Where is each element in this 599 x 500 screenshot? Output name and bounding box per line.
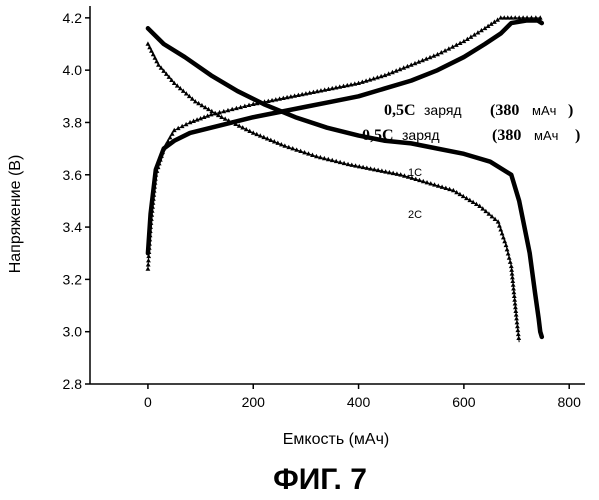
figure-label: ФИГ. 7 <box>273 463 367 496</box>
y-axis-title: Напряжение (В) <box>7 155 24 274</box>
charge-2-rate: 0,5C <box>362 127 394 144</box>
series-charge-upper <box>146 15 543 270</box>
series-discharge-1c <box>148 28 542 337</box>
series-marker <box>515 324 520 328</box>
series-discharge-2c <box>146 41 522 342</box>
series-marker <box>501 235 506 239</box>
y-tick-label: 3.2 <box>63 271 83 287</box>
label-2c: 2C <box>408 209 422 221</box>
series-marker <box>498 227 503 231</box>
series-marker <box>515 328 520 332</box>
series-line <box>148 18 542 269</box>
series-charge-lower <box>148 20 542 253</box>
charge-annotation-1: 0,5C заряд (380 мАч ) <box>384 102 573 119</box>
x-tick-label: 0 <box>144 394 152 410</box>
charge-2-word: заряд <box>402 127 440 143</box>
series-marker <box>509 264 514 268</box>
charge-1-close: ) <box>568 102 573 119</box>
plot-frame <box>90 6 585 384</box>
series-marker <box>516 336 521 340</box>
charge-1-word: заряд <box>424 102 462 118</box>
series-marker <box>502 239 507 243</box>
y-tick-label: 3.6 <box>63 167 83 183</box>
x-tick-label: 200 <box>242 394 266 410</box>
series-marker <box>507 255 512 259</box>
charge-1-capacity: (380 <box>490 102 519 119</box>
charge-1-unit: мАч <box>532 103 556 118</box>
series-marker <box>506 251 511 255</box>
y-tick-label: 3.8 <box>63 114 83 130</box>
series-layer <box>146 15 543 342</box>
series-marker <box>497 223 502 227</box>
series-marker <box>504 243 509 247</box>
series-marker <box>515 320 520 324</box>
series-marker <box>500 231 505 235</box>
series-line <box>148 20 542 253</box>
series-marker <box>516 332 521 336</box>
charge-2-capacity: (380 <box>492 127 521 144</box>
y-tick-label: 2.8 <box>63 376 83 392</box>
series-line <box>148 28 542 337</box>
x-axis-ticks: 0 200 400 600 800 <box>144 384 581 410</box>
charge-2-unit: мАч <box>534 128 558 143</box>
series-marker <box>146 266 151 270</box>
x-axis-title: Емкость (мАч) <box>283 431 390 448</box>
label-1c: 1C <box>408 167 422 179</box>
x-tick-label: 400 <box>347 394 371 410</box>
charge-2-close: ) <box>575 127 580 144</box>
charge-1-rate: 0,5C <box>384 102 416 119</box>
series-marker <box>146 258 151 262</box>
series-marker <box>146 262 151 266</box>
y-tick-label: 3.0 <box>63 324 83 340</box>
x-tick-label: 600 <box>452 394 476 410</box>
y-axis-ticks: 2.8 3.0 3.2 3.4 3.6 3.8 4.0 4.2 <box>63 10 90 392</box>
y-tick-label: 4.2 <box>63 10 83 26</box>
y-tick-label: 3.4 <box>63 219 83 235</box>
series-marker <box>508 260 513 264</box>
y-tick-label: 4.0 <box>63 62 83 78</box>
x-tick-label: 800 <box>558 394 582 410</box>
series-marker <box>505 247 510 251</box>
